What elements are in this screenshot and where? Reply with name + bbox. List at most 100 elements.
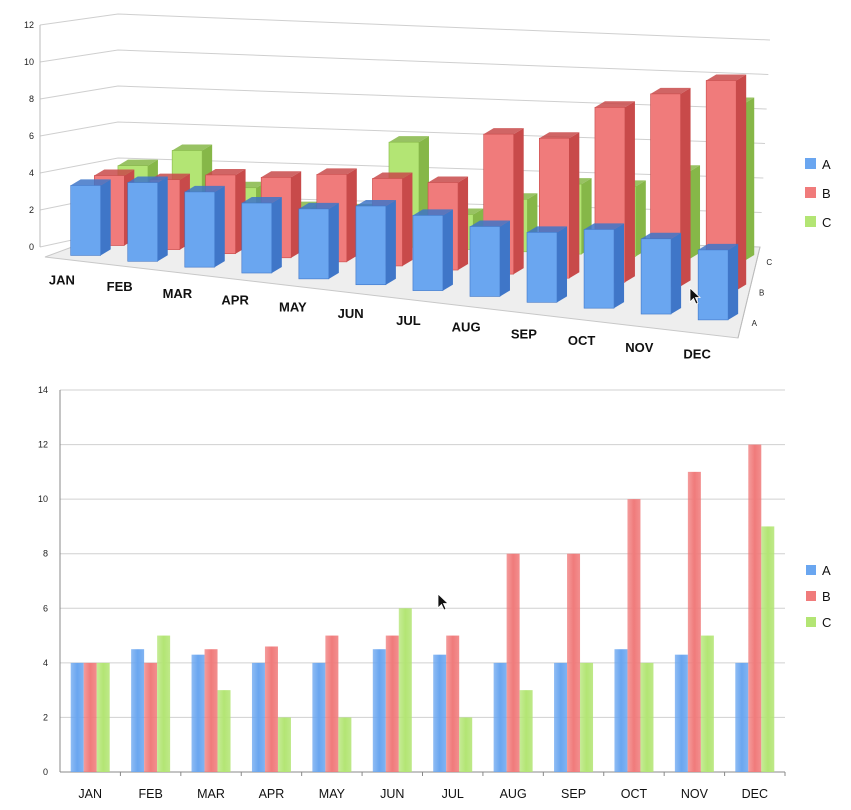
chart-3d-category-labels: JAN FEB MAR APR MAY JUN JUL AUG SEP OCT NOV DEC (49, 272, 712, 361)
legend-label-b: B (822, 589, 831, 604)
y-tick-label: 8 (29, 94, 34, 104)
chart-2d-legend: ABC (806, 563, 831, 630)
bar-a-mar (184, 185, 225, 268)
legend-swatch-c (806, 617, 816, 627)
bar-b-may (325, 635, 339, 772)
bar-c-jan (96, 662, 110, 772)
bar-b-jul (446, 635, 460, 772)
y-tick-label: 12 (24, 20, 34, 30)
depth-label-a: A (752, 319, 758, 328)
legend-label-a: A (822, 157, 831, 172)
bar-a-sep (526, 226, 568, 303)
legend-label-c: C (822, 615, 831, 630)
chart-3d-depth-labels: A B C (752, 258, 773, 328)
y-tick-label: 0 (29, 242, 34, 252)
y-tick-label: 10 (24, 57, 34, 67)
bar-a-dec (697, 243, 739, 321)
x-category-label: OCT (621, 787, 648, 801)
bar-b-jun (385, 635, 399, 772)
chart-2d-y-ticks: 0 2 4 6 8 10 12 14 (38, 385, 48, 777)
gridline (39, 13, 771, 41)
x-category-label: NOV (681, 787, 709, 801)
bar-a-nov (674, 654, 688, 772)
x-category-label: APR (259, 787, 285, 801)
bar-c-aug (519, 690, 533, 772)
x-category-label: DEC (683, 347, 711, 362)
bar-a-jul (412, 209, 453, 291)
bar-c-nov (700, 635, 714, 772)
bar-a-jan (70, 179, 111, 256)
chart-3d-y-ticks: 0 2 4 6 8 10 12 (24, 20, 34, 252)
bar-b-dec (748, 444, 762, 772)
bar-b-jan (83, 662, 97, 772)
bar-c-mar (217, 690, 231, 772)
bar-c-may (338, 717, 352, 772)
bar-a-apr (251, 662, 265, 772)
y-tick-label: 4 (43, 658, 48, 668)
x-category-label: SEP (511, 326, 537, 341)
bar-b-feb (144, 662, 158, 772)
x-category-label: AUG (500, 787, 527, 801)
depth-label-b: B (759, 289, 764, 298)
bar-a-aug (493, 662, 507, 772)
chart-3d: 0 2 4 6 8 10 12 JAN FEB MAR APR MAY JUN JUL AUG SEP OCT… (24, 13, 831, 362)
y-tick-label: 10 (38, 494, 48, 504)
legend-label-a: A (822, 563, 831, 578)
legend-label-b: B (822, 186, 831, 201)
legend-swatch-b (805, 187, 816, 198)
legend-swatch-a (806, 565, 816, 575)
bar-b-nov (687, 471, 701, 772)
y-tick-label: 14 (38, 385, 48, 395)
chart-2d-bars (70, 444, 775, 772)
bar-c-jul (459, 717, 473, 772)
bar-a-oct (614, 649, 628, 772)
x-category-label: SEP (561, 787, 586, 801)
y-tick-label: 4 (29, 168, 34, 178)
x-category-label: MAR (163, 286, 193, 301)
legend-swatch-a (805, 158, 816, 169)
bar-a-may (298, 202, 339, 280)
bar-b-mar (204, 649, 218, 772)
bar-a-jun (355, 199, 396, 286)
bar-c-sep (580, 662, 594, 772)
x-category-label: JAN (78, 787, 102, 801)
bar-a-oct (583, 223, 625, 309)
bar-c-oct (640, 662, 654, 772)
y-tick-label: 2 (29, 205, 34, 215)
chart-3d-bars (70, 74, 755, 321)
chart-2d-category-labels: JAN FEB MAR APR MAY JUN JUL AUG SEP OCT NOV DEC (78, 787, 768, 801)
bar-b-aug (506, 553, 520, 772)
x-category-label: OCT (568, 333, 596, 348)
bar-a-feb (127, 176, 168, 262)
y-tick-label: 2 (43, 712, 48, 722)
mouse-cursor-icon (437, 593, 450, 611)
legend-swatch-c (805, 216, 816, 227)
x-category-label: NOV (625, 340, 654, 355)
y-tick-label: 12 (38, 440, 48, 450)
bar-a-jun (372, 649, 386, 772)
x-category-label: APR (221, 293, 249, 308)
x-category-label: JUL (396, 313, 421, 328)
bar-a-apr (241, 197, 282, 274)
bar-b-oct (627, 499, 641, 772)
bar-a-aug (469, 220, 510, 297)
chart-2d-gridlines (59, 389, 786, 776)
bar-a-may (312, 662, 326, 772)
y-tick-label: 8 (43, 549, 48, 559)
x-category-label: MAR (197, 787, 225, 801)
bar-a-jul (433, 654, 447, 772)
gridline (39, 49, 769, 75)
x-category-label: MAY (279, 299, 307, 314)
x-category-label: JUL (442, 787, 464, 801)
chart-3d-legend: ABC (805, 157, 831, 230)
x-category-label: FEB (107, 279, 133, 294)
legend-label-c: C (822, 215, 831, 230)
bar-a-dec (735, 662, 749, 772)
bar-a-sep (554, 662, 568, 772)
bar-c-jun (398, 608, 412, 772)
bar-a-mar (191, 654, 205, 772)
bar-b-sep (567, 553, 581, 772)
gridline (39, 85, 767, 110)
depth-label-c: C (766, 258, 772, 267)
bar-a-jan (70, 662, 84, 772)
